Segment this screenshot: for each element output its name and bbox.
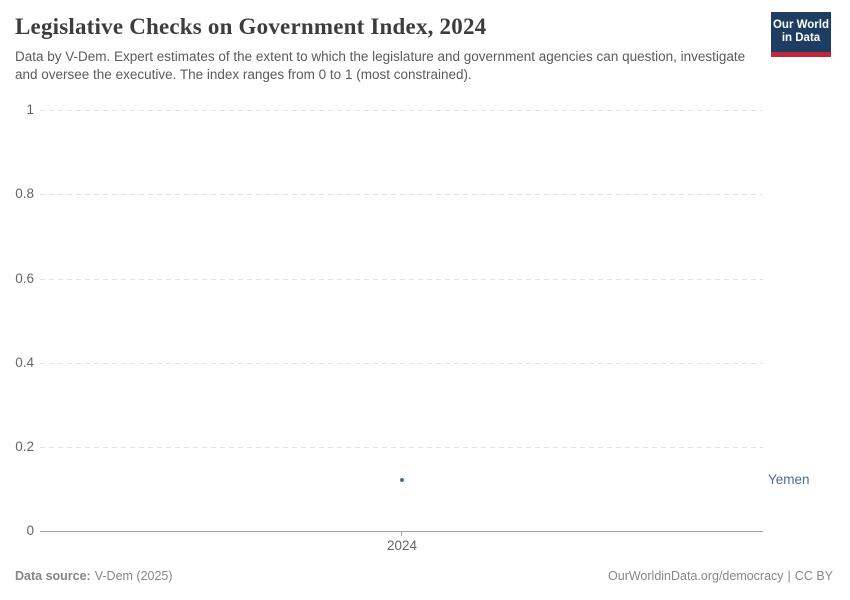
chart-subtitle: Data by V-Dem. Expert estimates of the e… xyxy=(15,49,746,82)
x-tick-label: 2024 xyxy=(386,538,418,553)
y-tick-label: 0.8 xyxy=(15,186,34,201)
source-value: V-Dem (2025) xyxy=(94,569,173,583)
gridline-dashed xyxy=(40,194,763,195)
y-tick-label: 0 xyxy=(26,523,34,538)
entity-label-yemen[interactable]: Yemen xyxy=(768,472,810,488)
y-tick-label: 0.6 xyxy=(15,271,34,286)
credit-separator: | xyxy=(787,569,791,583)
chart-header: Legislative Checks on Government Index, … xyxy=(15,14,763,84)
y-tick-label: 1 xyxy=(26,102,34,117)
credit-link[interactable]: OurWorldinData.org/democracy xyxy=(608,569,784,583)
data-point-yemen[interactable] xyxy=(399,478,404,483)
y-tick-label: 0.2 xyxy=(15,439,34,454)
gridline-dashed xyxy=(40,447,763,448)
page-title: Legislative Checks on Government Index, … xyxy=(15,14,487,39)
gridline-dashed xyxy=(40,279,763,280)
source-label: Data source: xyxy=(15,569,91,583)
x-tick-mark xyxy=(401,531,402,536)
gridline-dashed xyxy=(40,363,763,364)
credit-license: CC BY xyxy=(794,569,833,583)
owid-logo-line2: in Data xyxy=(781,32,821,44)
y-tick-label: 0.4 xyxy=(15,355,34,370)
footer-source: Data source: V-Dem (2025) xyxy=(15,569,173,583)
owid-logo-line1: Our World xyxy=(772,19,829,31)
gridline-dashed xyxy=(40,110,763,111)
footer-credit: OurWorldinData.org/democracy | CC BY xyxy=(608,569,833,583)
owid-logo[interactable]: Our World in Data xyxy=(771,12,831,57)
